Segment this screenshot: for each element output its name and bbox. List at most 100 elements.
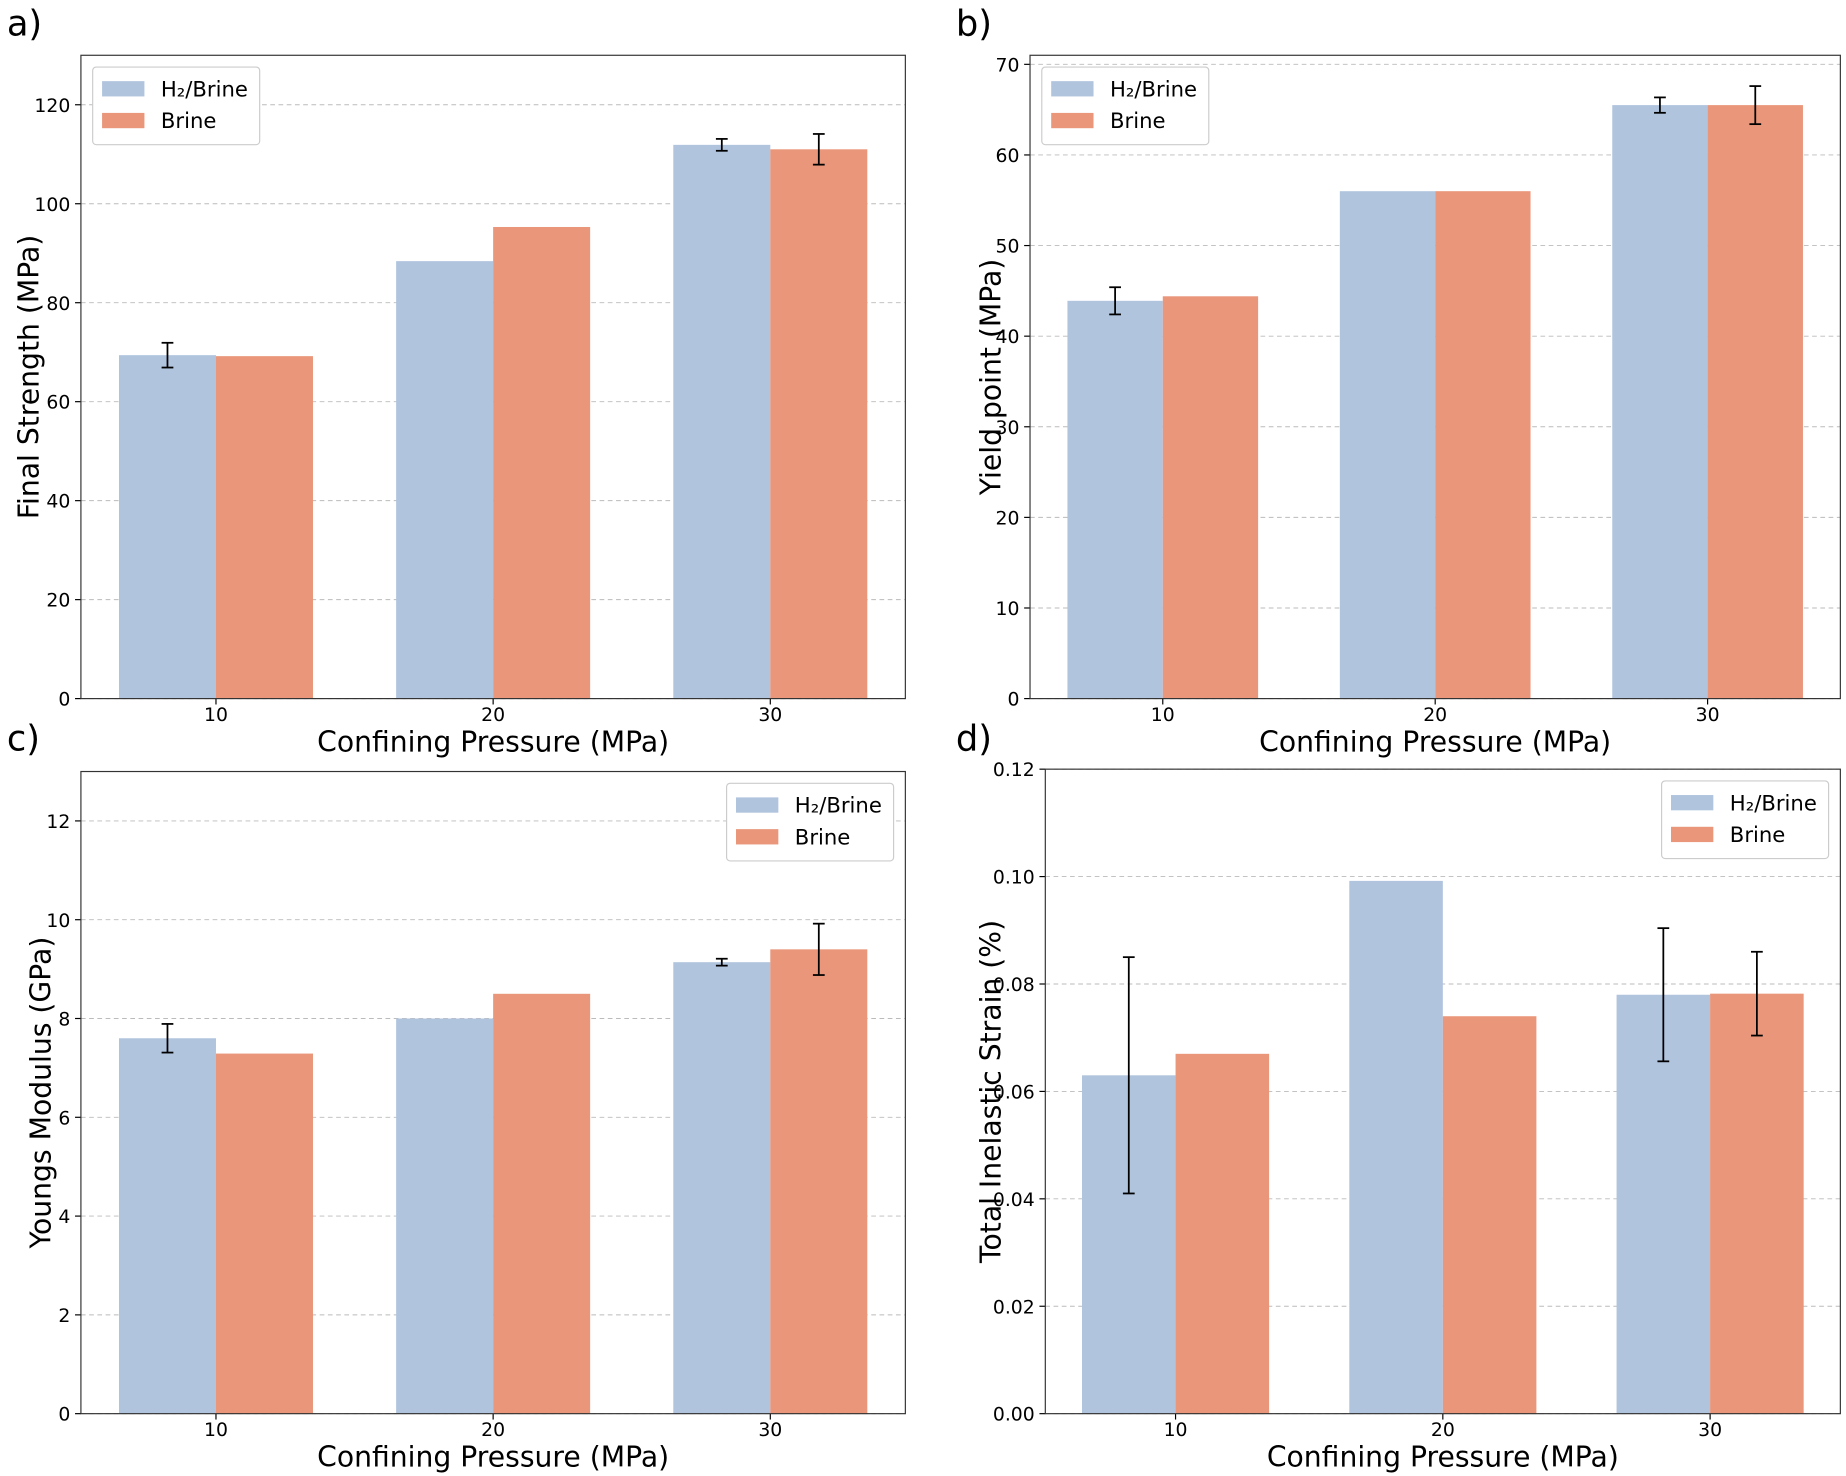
y-tick-label: 2 xyxy=(58,1306,70,1327)
bar xyxy=(215,1053,313,1414)
error-bar xyxy=(812,922,825,976)
x-tick-label: 30 xyxy=(1696,705,1720,726)
y-tick-label: 0.06 xyxy=(993,1082,1035,1103)
bar xyxy=(493,226,591,699)
bar xyxy=(673,144,771,699)
y-tick-label: 0 xyxy=(1007,690,1019,711)
y-tick-label: 20 xyxy=(996,508,1020,529)
x-axis-label: Confining Pressure (MPa) xyxy=(317,726,669,759)
y-tick-label: 8 xyxy=(58,1010,70,1031)
bar xyxy=(1435,191,1531,699)
bar xyxy=(770,149,868,699)
x-tick-label: 10 xyxy=(1151,705,1175,726)
y-tick-label: 0.00 xyxy=(993,1405,1035,1426)
bar xyxy=(1175,1053,1270,1414)
bar xyxy=(1339,191,1436,699)
y-tick-label: 0 xyxy=(58,690,70,711)
y-tick-label: 0.04 xyxy=(993,1190,1035,1211)
x-tick-label: 30 xyxy=(758,1420,782,1441)
bar xyxy=(118,1038,216,1414)
y-tick-label: 4 xyxy=(58,1207,70,1228)
y-tick-label: 40 xyxy=(46,492,70,513)
y-tick-label: 0.12 xyxy=(993,760,1035,781)
y-tick-label: 60 xyxy=(46,393,70,414)
bar xyxy=(1442,1016,1537,1414)
error-bar xyxy=(1109,286,1121,316)
bar xyxy=(396,1018,494,1414)
bar xyxy=(215,356,313,699)
axes-frame xyxy=(1044,768,1841,1415)
y-tick-label: 12 xyxy=(46,812,70,833)
legend-label: Brine xyxy=(1730,822,1786,847)
bar xyxy=(1612,105,1708,699)
legend-swatch xyxy=(736,797,779,813)
bar xyxy=(673,962,771,1414)
error-bar xyxy=(1657,927,1670,1063)
legend-swatch xyxy=(1051,81,1094,97)
legend-label: Brine xyxy=(1110,108,1166,133)
legend-swatch xyxy=(1051,112,1094,129)
y-tick-label: 10 xyxy=(996,599,1020,620)
error-bar xyxy=(1749,85,1762,126)
y-tick-label: 30 xyxy=(996,418,1020,439)
bar xyxy=(1349,880,1443,1414)
x-tick-label: 10 xyxy=(204,705,228,726)
legend: H₂/Brine Brine xyxy=(1041,66,1210,146)
legend: H₂/Brine Brine xyxy=(1661,780,1830,860)
error-bar xyxy=(161,341,174,369)
legend-label: H₂/Brine xyxy=(1730,790,1817,815)
legend-label: Brine xyxy=(161,108,217,133)
y-tick-label: 0 xyxy=(58,1405,70,1426)
bar xyxy=(1707,105,1803,699)
y-tick-label: 60 xyxy=(996,146,1020,167)
legend-swatch xyxy=(736,829,779,845)
legend-label: H₂/Brine xyxy=(161,76,248,101)
legend: H₂/Brine Brine xyxy=(726,782,895,862)
axes-frame xyxy=(80,54,906,700)
y-axis-label: Yield point (MPa) xyxy=(975,259,1008,496)
error-bar xyxy=(715,957,728,967)
panel-label: c) xyxy=(7,718,40,759)
y-axis-label: Total Inelastic Strain (%) xyxy=(975,920,1008,1264)
axes-frame xyxy=(1029,54,1841,700)
legend-swatch xyxy=(102,112,145,129)
x-axis-label: Confining Pressure (MPa) xyxy=(317,1441,669,1474)
legend-swatch xyxy=(1670,826,1714,843)
y-tick-label: 6 xyxy=(58,1108,70,1129)
y-axis-label: Youngs Modulus (GPa) xyxy=(24,937,57,1250)
bar xyxy=(493,993,591,1414)
x-tick-label: 20 xyxy=(481,705,505,726)
panel: 0 2 4 6 8 10 12 10 20 30 Confining Pressure (MPa) Y… xyxy=(7,718,906,1474)
x-tick-label: 20 xyxy=(1423,705,1447,726)
error-bar xyxy=(1122,956,1135,1195)
x-tick-label: 20 xyxy=(481,1420,505,1441)
y-tick-label: 10 xyxy=(46,911,70,932)
legend-swatch xyxy=(1670,795,1714,811)
panel: 0 10 20 30 40 50 60 70 10 20 30 Confining Pressure … xyxy=(956,3,1841,759)
panel-label: b) xyxy=(956,3,992,44)
error-bar xyxy=(161,1023,174,1054)
y-tick-label: 70 xyxy=(996,55,1020,76)
legend: H₂/Brine Brine xyxy=(92,66,261,146)
legend-label: H₂/Brine xyxy=(1110,76,1197,101)
bar xyxy=(396,261,494,699)
y-tick-label: 100 xyxy=(34,195,70,216)
x-tick-label: 20 xyxy=(1431,1420,1455,1441)
y-tick-label: 40 xyxy=(996,327,1020,348)
x-tick-label: 10 xyxy=(1164,1420,1188,1441)
legend-swatch xyxy=(102,81,145,97)
error-bar xyxy=(1751,950,1763,1037)
error-bar xyxy=(812,133,825,166)
legend-label: Brine xyxy=(795,824,851,849)
x-axis-label: Confining Pressure (MPa) xyxy=(1259,726,1611,759)
y-tick-label: 0.08 xyxy=(993,975,1035,996)
y-tick-label: 50 xyxy=(996,237,1020,258)
x-tick-label: 30 xyxy=(758,705,782,726)
y-tick-label: 0.10 xyxy=(993,868,1035,889)
y-tick-label: 120 xyxy=(34,96,70,117)
x-axis-label: Confining Pressure (MPa) xyxy=(1267,1441,1619,1474)
y-tick-label: 80 xyxy=(46,294,70,315)
y-axis-label: Final Strength (MPa) xyxy=(13,235,46,519)
